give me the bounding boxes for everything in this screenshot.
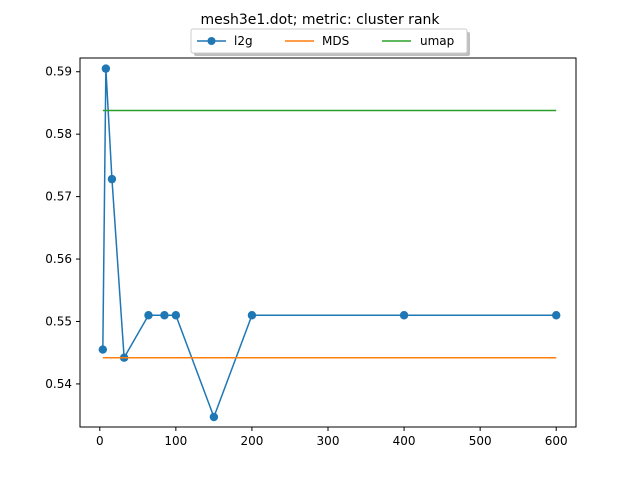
legend-label-mds: MDS: [322, 34, 349, 48]
data-point-l2g: [209, 412, 219, 422]
data-point-l2g: [160, 311, 169, 320]
data-point-l2g: [101, 64, 111, 73]
legend-label-umap: umap: [420, 34, 454, 48]
data-point-l2g: [247, 311, 257, 320]
legend-entry-umap: umap: [382, 34, 454, 48]
data-point-l2g: [98, 345, 108, 354]
data-point-l2g: [552, 311, 561, 320]
chart-title: mesh3e1.dot; metric: cluster rank: [200, 12, 440, 28]
data-point-l2g: [171, 311, 181, 320]
data-point-l2g: [144, 311, 153, 320]
legend: l2g MDS umap: [190, 28, 470, 56]
x-tick-label: 300: [317, 434, 340, 448]
y-tick-label: 0.56: [45, 252, 72, 266]
plot-background: [80, 58, 576, 427]
y-tick-label: 0.55: [45, 314, 72, 328]
x-axis: 0 100 200 300 400 500 600: [96, 427, 568, 448]
legend-marker-l2g: [207, 37, 216, 45]
x-tick-label: 400: [393, 434, 416, 448]
legend-entry-l2g: l2g: [197, 34, 253, 48]
data-point-l2g: [399, 311, 409, 320]
legend-frame: [190, 28, 468, 54]
y-tick-label: 0.59: [45, 65, 72, 79]
x-tick-label: 600: [545, 434, 568, 448]
x-tick-label: 500: [469, 434, 492, 448]
x-tick-label: 200: [240, 434, 263, 448]
x-tick-label: 0: [96, 434, 104, 448]
plot-area: [79, 57, 577, 428]
x-tick-label: 100: [164, 434, 187, 448]
y-tick-label: 0.58: [45, 127, 72, 141]
y-tick-label: 0.54: [45, 377, 72, 391]
legend-entry-mds: MDS: [285, 34, 349, 48]
data-point-l2g: [107, 174, 117, 184]
legend-label-l2g: l2g: [234, 34, 253, 48]
y-axis: 0.54 0.55 0.56 0.57 0.58 0.59: [45, 65, 80, 391]
y-tick-label: 0.57: [45, 190, 72, 204]
